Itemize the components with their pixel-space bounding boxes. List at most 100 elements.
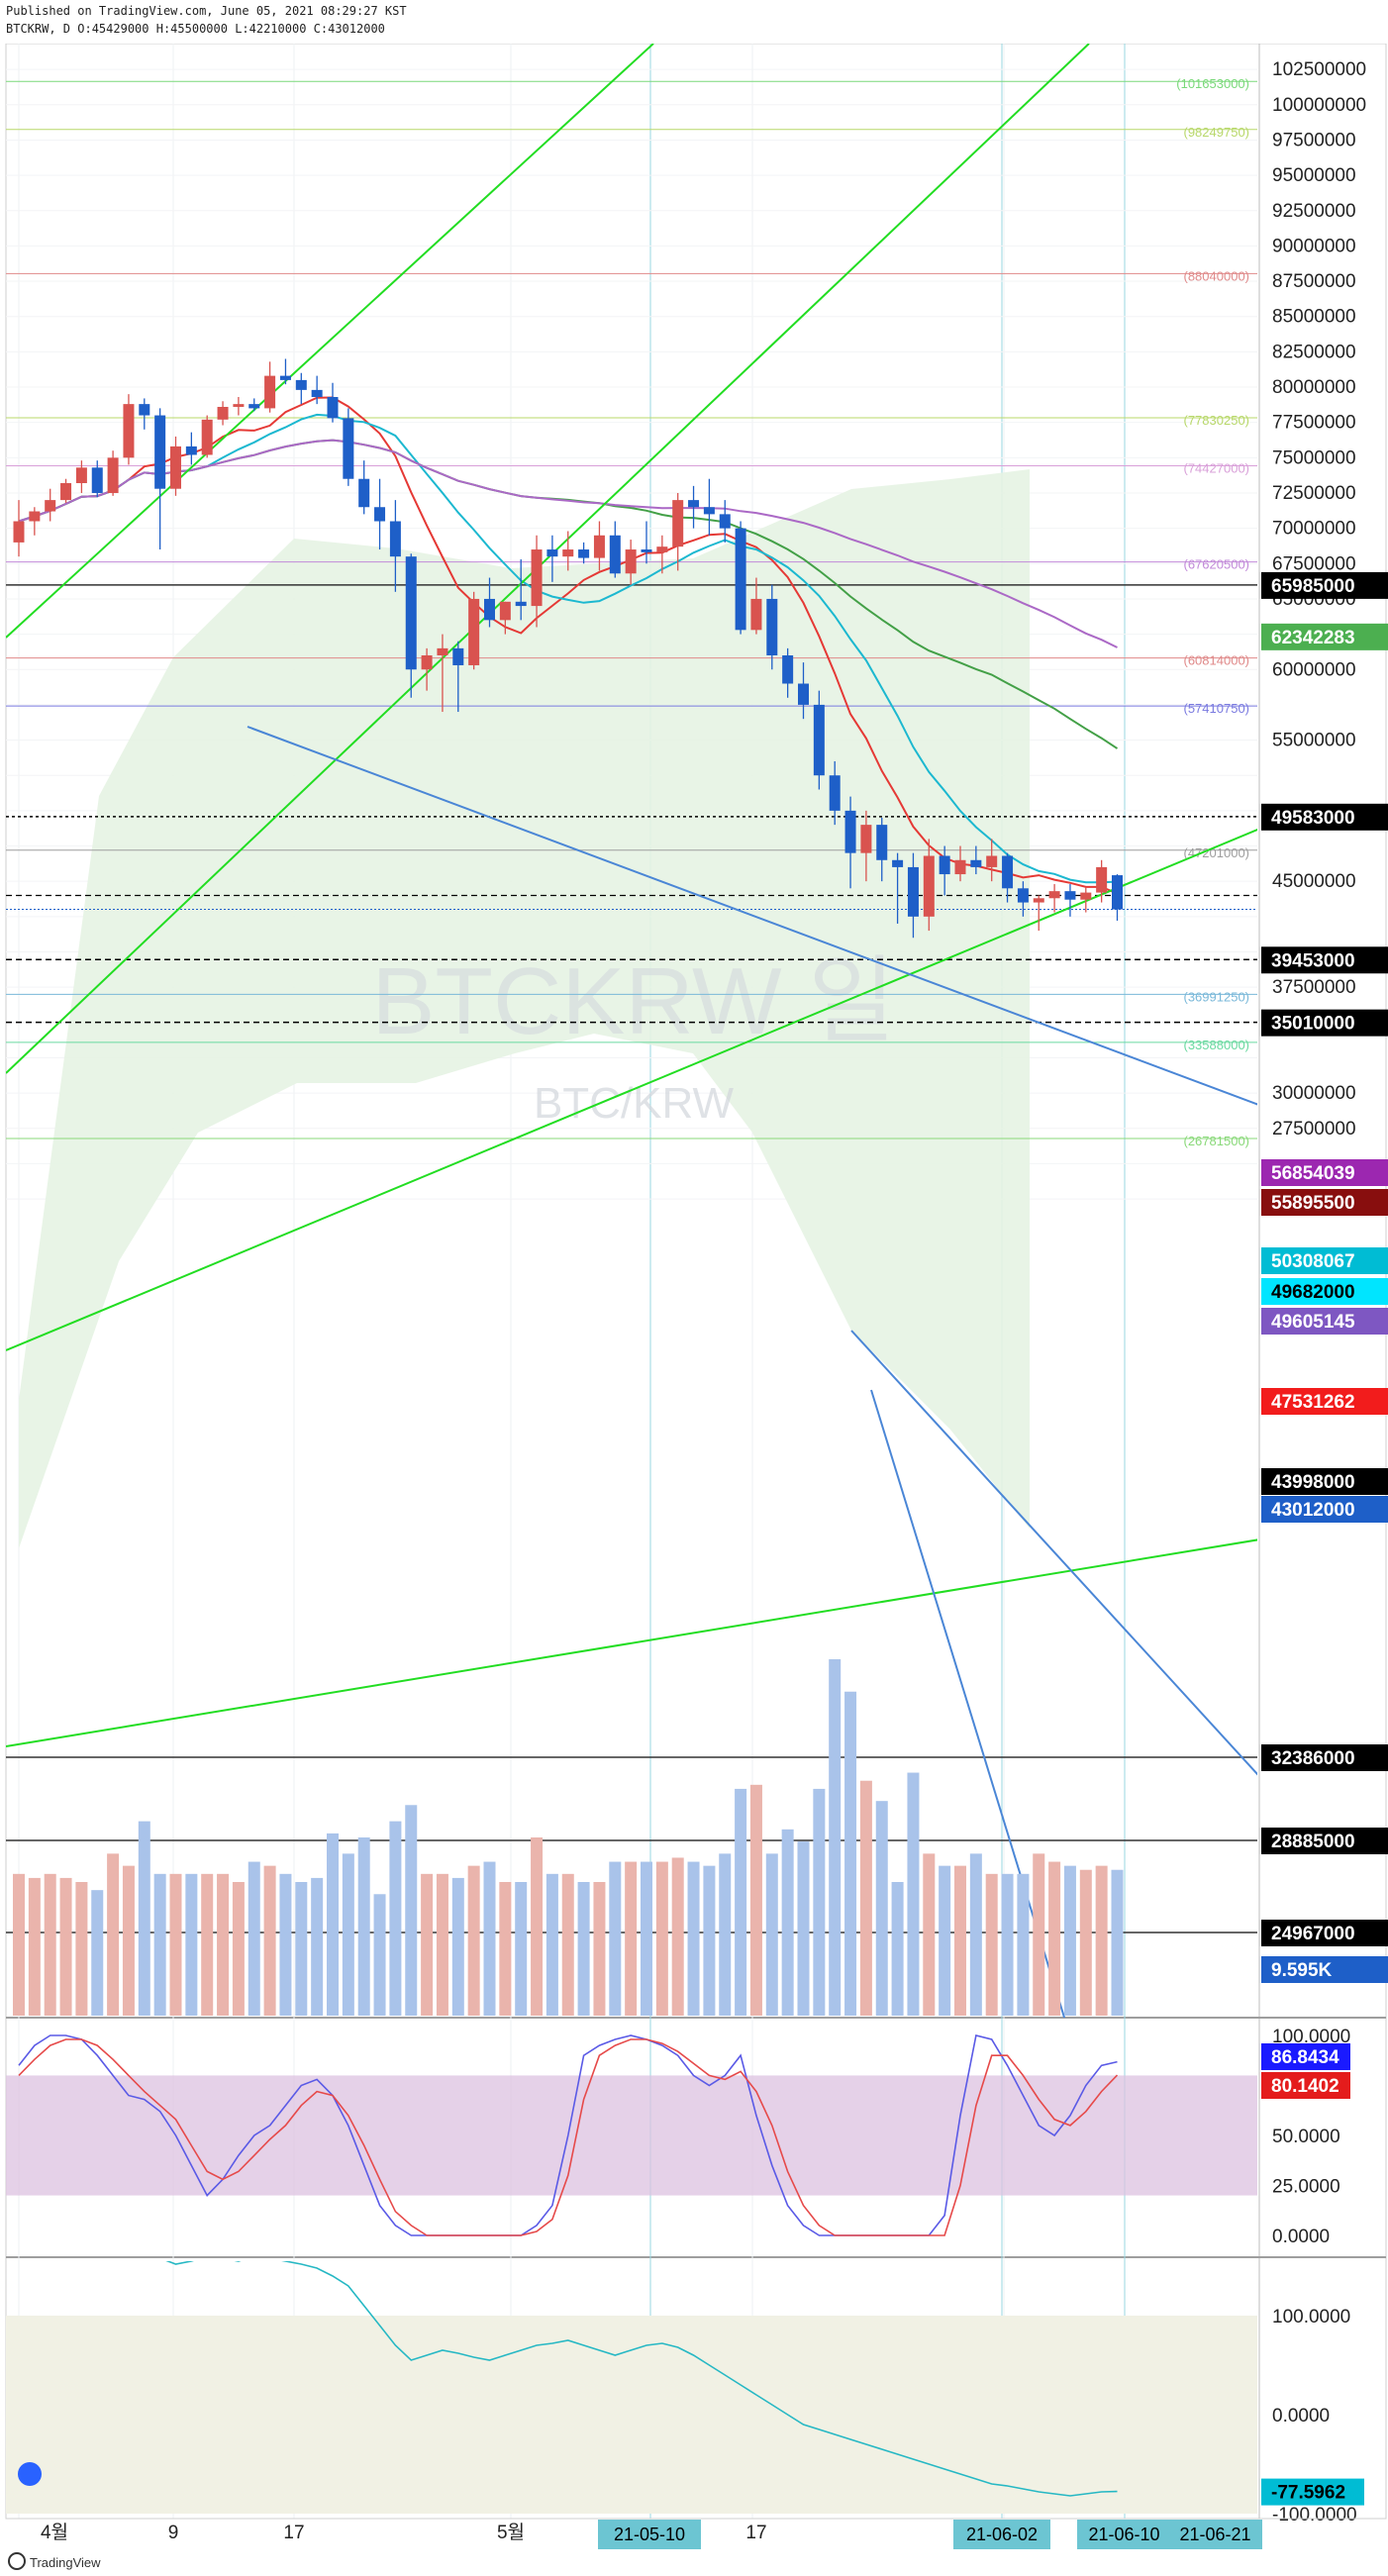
candle[interactable]: [923, 839, 935, 932]
stochastic-pane[interactable]: [6, 2034, 1259, 2236]
candle[interactable]: [1080, 886, 1092, 913]
candle[interactable]: [719, 500, 731, 543]
oscillator-pane[interactable]: [6, 2251, 1259, 2514]
volume-bar: [671, 1857, 684, 2016]
candle[interactable]: [201, 415, 213, 458]
candle[interactable]: [625, 540, 637, 585]
candle[interactable]: [154, 408, 166, 550]
candle[interactable]: [468, 591, 480, 670]
price-pane[interactable]: BTCKRW 일 BTC/KRW (101653000) (98249750) (880…: [6, 44, 1386, 2162]
candle-body: [1017, 888, 1029, 903]
candle[interactable]: [813, 690, 825, 790]
candle[interactable]: [295, 372, 307, 405]
candle[interactable]: [954, 845, 966, 882]
watermark-pair: BTC/KRW: [534, 1079, 735, 1128]
candle[interactable]: [939, 845, 950, 896]
candle[interactable]: [452, 641, 464, 713]
candle[interactable]: [531, 535, 543, 628]
candle[interactable]: [437, 634, 448, 713]
candle[interactable]: [609, 521, 621, 578]
candle[interactable]: [327, 382, 339, 423]
candle[interactable]: [1033, 895, 1044, 932]
price-level-tag: [1261, 1159, 1388, 1186]
candle[interactable]: [798, 662, 809, 720]
candle-body: [860, 825, 872, 853]
volume-bar: [829, 1659, 842, 2016]
candle[interactable]: [546, 535, 558, 582]
volume-bar: [749, 1784, 762, 2016]
candle[interactable]: [374, 478, 386, 550]
candle[interactable]: [688, 485, 700, 529]
tradingview-chart[interactable]: BTCKRW 일 BTC/KRW (101653000) (98249750) (880…: [0, 44, 1388, 2568]
candle[interactable]: [844, 796, 856, 889]
candle[interactable]: [279, 358, 291, 385]
candle[interactable]: [907, 852, 919, 939]
price-level-tag: [1261, 1496, 1388, 1523]
candle[interactable]: [515, 559, 527, 621]
candle[interactable]: [1112, 874, 1123, 921]
candle[interactable]: [60, 478, 72, 503]
candle[interactable]: [562, 531, 574, 571]
candle[interactable]: [703, 478, 715, 536]
candle-body: [798, 683, 809, 705]
candle[interactable]: [1096, 859, 1108, 903]
time-axis[interactable]: 4월 9 17 5월 17 21-05-10 21-06-02 21-06-10 21-06-2…: [6, 2518, 1386, 2549]
candle[interactable]: [860, 810, 872, 882]
candle[interactable]: [641, 521, 652, 564]
candle[interactable]: [1048, 884, 1060, 913]
volume-bar: [295, 1882, 308, 2016]
candle[interactable]: [170, 436, 181, 496]
candle[interactable]: [672, 492, 684, 571]
price-level-tag: [1261, 1828, 1388, 1854]
candle[interactable]: [343, 408, 354, 486]
candle[interactable]: [139, 398, 150, 430]
candle[interactable]: [75, 460, 87, 493]
candle[interactable]: [107, 450, 119, 496]
volume-bar: [44, 1873, 56, 2016]
candle[interactable]: [970, 845, 982, 875]
candle[interactable]: [264, 361, 276, 413]
candle[interactable]: [782, 647, 794, 698]
candle[interactable]: [185, 432, 197, 465]
candle[interactable]: [233, 397, 245, 416]
candle[interactable]: [750, 577, 762, 635]
candle[interactable]: [766, 584, 778, 670]
candle[interactable]: [876, 818, 888, 882]
candle[interactable]: [13, 500, 25, 557]
candle[interactable]: [829, 760, 841, 826]
price-level-tag: [1261, 946, 1388, 974]
candle[interactable]: [735, 521, 746, 635]
candle-body: [217, 406, 229, 420]
candle[interactable]: [892, 852, 904, 924]
candle[interactable]: [1002, 852, 1014, 903]
price-level-tag-label: 55895500: [1271, 1193, 1355, 1214]
candle[interactable]: [389, 500, 401, 592]
candle[interactable]: [91, 460, 103, 498]
candle[interactable]: [29, 507, 41, 536]
candle[interactable]: [593, 521, 605, 571]
candle[interactable]: [358, 460, 370, 515]
candle[interactable]: [656, 535, 668, 574]
candle[interactable]: [405, 553, 417, 698]
candle[interactable]: [311, 375, 323, 405]
candle[interactable]: [421, 647, 433, 691]
published-caption: Published on TradingView.com, June 05, 2…: [6, 4, 407, 18]
candle[interactable]: [1017, 881, 1029, 917]
candle-body: [1096, 866, 1108, 893]
price-level-label: (57410750): [1184, 701, 1250, 716]
candle[interactable]: [1064, 884, 1076, 917]
volume-bar: [122, 1865, 135, 2016]
candle[interactable]: [499, 601, 511, 635]
candle[interactable]: [484, 577, 495, 628]
price-level-tag-label: 47531262: [1271, 1392, 1355, 1413]
candle[interactable]: [45, 488, 56, 522]
candle[interactable]: [248, 398, 260, 412]
volume-bar: [217, 1873, 230, 2016]
candle[interactable]: [123, 394, 135, 465]
candle[interactable]: [217, 401, 229, 426]
candle[interactable]: [578, 542, 590, 564]
candle[interactable]: [986, 839, 998, 882]
indicator-settings-icon[interactable]: [18, 2462, 42, 2486]
price-level-label: (67620500): [1184, 557, 1250, 572]
price-level-tag-label: 32386000: [1271, 1748, 1355, 1769]
